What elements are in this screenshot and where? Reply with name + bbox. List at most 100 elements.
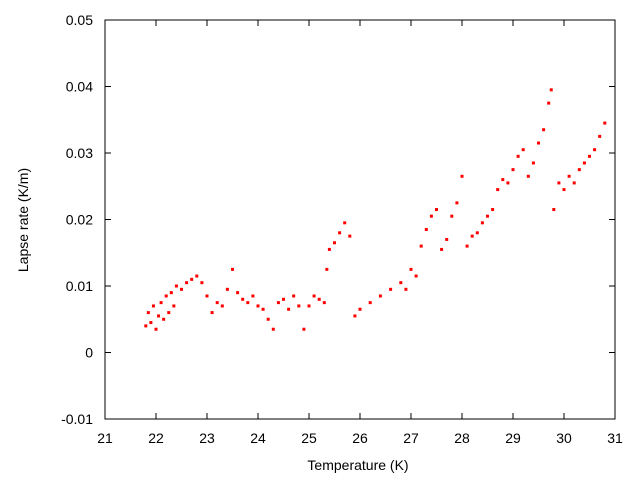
data-point: [322, 301, 326, 305]
x-tick-label: 21: [97, 430, 113, 446]
data-point: [475, 231, 479, 235]
data-point: [231, 267, 234, 271]
data-point: [531, 161, 535, 165]
x-tick-label: 24: [250, 430, 266, 446]
data-point: [312, 294, 316, 298]
data-point: [445, 237, 449, 241]
data-point: [516, 154, 520, 158]
data-point: [195, 274, 199, 278]
data-point: [404, 287, 408, 291]
data-point: [215, 301, 219, 305]
data-point: [450, 214, 454, 218]
data-point: [261, 307, 265, 311]
y-tick-label: 0.02: [66, 212, 93, 228]
data-point: [297, 304, 301, 308]
data-point: [409, 267, 413, 271]
x-axis-label: Temperature (K): [307, 457, 408, 473]
data-point: [511, 168, 515, 172]
data-point: [154, 327, 158, 331]
data-point: [205, 294, 209, 298]
data-point: [246, 301, 250, 305]
data-point: [603, 121, 607, 125]
data-point: [159, 301, 163, 305]
y-tick-label: 0.04: [66, 79, 93, 95]
data-point: [185, 281, 189, 285]
y-axis-label: Lapse rate (K/m): [15, 168, 31, 272]
x-tick-label: 27: [403, 430, 419, 446]
data-point: [389, 287, 393, 291]
x-tick-label: 23: [199, 430, 215, 446]
y-tick-label: 0.01: [66, 278, 93, 294]
data-point: [241, 297, 245, 301]
data-point: [287, 307, 291, 311]
data-point: [491, 208, 495, 212]
data-point: [169, 291, 173, 295]
data-point: [460, 174, 464, 178]
x-tick-label: 22: [148, 430, 164, 446]
y-tick-label: 0.05: [66, 12, 93, 28]
data-point: [325, 267, 329, 271]
data-point: [414, 274, 418, 278]
data-point: [164, 294, 168, 298]
data-point: [521, 148, 525, 152]
data-point: [282, 297, 285, 301]
data-point: [251, 294, 255, 298]
data-point: [343, 221, 347, 225]
data-point: [547, 101, 551, 105]
data-point: [429, 214, 433, 218]
data-point: [440, 247, 444, 251]
y-tick-label: 0.03: [66, 145, 93, 161]
data-point: [271, 327, 275, 331]
data-point: [455, 201, 459, 205]
x-tick-label: 26: [352, 430, 368, 446]
axis-ticks: 21 22 23 24 25 26 27 28 29 30 31 -0.01 0 0.01 0.02 0.03…: [61, 12, 623, 446]
data-point: [593, 148, 597, 152]
data-point: [598, 134, 602, 138]
x-tick-label: 25: [301, 430, 317, 446]
data-point: [572, 181, 576, 185]
data-point: [552, 208, 556, 212]
data-point: [537, 141, 540, 145]
data-point: [167, 311, 171, 315]
data-point: [419, 244, 423, 248]
data-point: [506, 181, 510, 185]
data-point: [220, 304, 224, 308]
data-point: [276, 301, 280, 305]
data-point: [236, 291, 240, 295]
data-point: [557, 181, 561, 185]
data-point: [501, 178, 505, 182]
x-tick-label: 30: [556, 430, 572, 446]
data-point: [435, 208, 438, 212]
data-point: [470, 234, 474, 238]
data-point: [480, 221, 484, 225]
data-point: [424, 227, 428, 231]
data-point: [399, 281, 403, 285]
data-point: [333, 241, 336, 245]
x-tick-label: 31: [607, 430, 623, 446]
data-point: [348, 234, 352, 238]
data-point: [180, 287, 183, 291]
data-point: [157, 314, 161, 318]
data-point: [307, 304, 311, 308]
data-point: [200, 281, 204, 285]
data-point: [577, 168, 581, 172]
plot-frame: [104, 19, 616, 420]
data-point: [496, 188, 500, 192]
data-point: [317, 297, 321, 301]
data-point: [149, 321, 153, 325]
data-point: [368, 301, 372, 305]
data-point: [465, 244, 469, 248]
data-point: [225, 287, 229, 291]
data-point: [549, 88, 553, 92]
data-point: [292, 294, 296, 298]
data-point: [542, 128, 546, 132]
data-point: [256, 304, 260, 308]
data-point: [378, 294, 382, 298]
y-tick-label: -0.01: [61, 411, 93, 427]
data-point: [338, 231, 342, 235]
data-point: [190, 277, 194, 281]
data-points: [144, 88, 607, 331]
y-tick-label: 0: [85, 345, 93, 361]
data-point: [327, 247, 331, 251]
